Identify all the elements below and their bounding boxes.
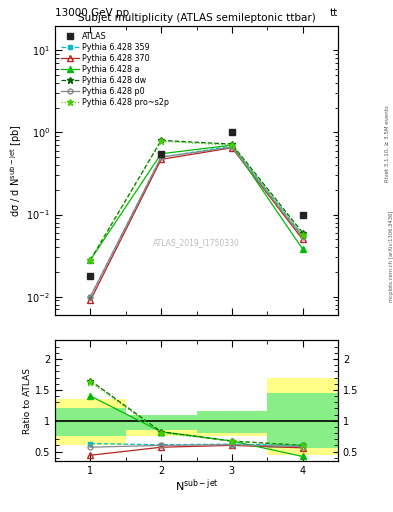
- X-axis label: N$^{\mathregular{sub-jet}}$: N$^{\mathregular{sub-jet}}$: [174, 477, 219, 494]
- Text: Rivet 3.1.10, ≥ 3.5M events: Rivet 3.1.10, ≥ 3.5M events: [385, 105, 389, 182]
- Title: Subjet multiplicity (ATLAS semileptonic ttbar): Subjet multiplicity (ATLAS semileptonic …: [78, 13, 315, 24]
- Y-axis label: dσ / d N$^{\mathregular{sub-jet}}$ [pb]: dσ / d N$^{\mathregular{sub-jet}}$ [pb]: [8, 124, 24, 217]
- Y-axis label: Ratio to ATLAS: Ratio to ATLAS: [23, 368, 32, 434]
- Text: mcplots.cern.ch [arXiv:1306.3436]: mcplots.cern.ch [arXiv:1306.3436]: [389, 210, 393, 302]
- Text: ATLAS_2019_I1750330: ATLAS_2019_I1750330: [153, 238, 240, 247]
- Text: tt: tt: [330, 8, 338, 18]
- Legend: ATLAS, Pythia 6.428 359, Pythia 6.428 370, Pythia 6.428 a, Pythia 6.428 dw, Pyth: ATLAS, Pythia 6.428 359, Pythia 6.428 37…: [59, 30, 172, 110]
- Text: 13000 GeV pp: 13000 GeV pp: [55, 8, 129, 18]
